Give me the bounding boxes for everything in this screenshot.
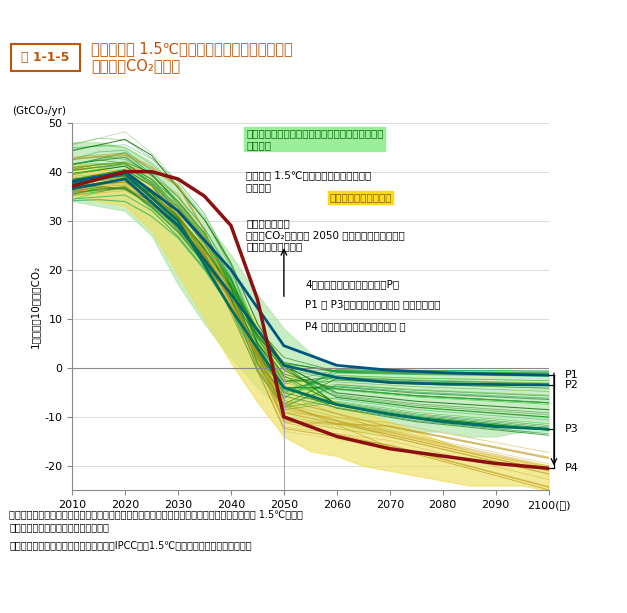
Text: を一時的に超過することを指す。: を一時的に超過することを指す。 bbox=[9, 522, 109, 532]
Text: (GtCO₂/yr): (GtCO₂/yr) bbox=[13, 107, 66, 116]
Text: P1: P1 bbox=[564, 370, 578, 380]
Text: 資料：気候変動に関する政府間パネル（IPCC）「1.5℃特別報告書」より環境省作成: 資料：気候変動に関する政府間パネル（IPCC）「1.5℃特別報告書」より環境省作… bbox=[9, 541, 252, 550]
Text: 4つの例示的排出量の経路（P）: 4つの例示的排出量の経路（P） bbox=[305, 280, 399, 289]
Text: P2: P2 bbox=[564, 380, 578, 390]
Text: を伴って 1.5℃に地球温暖化を抑える経
路、及び: を伴って 1.5℃に地球温暖化を抑える経 路、及び bbox=[246, 170, 371, 192]
Text: P4: P4 bbox=[564, 463, 578, 473]
Text: オーバーシュートしないまたは限られたオーバー
シュート: オーバーシュートしないまたは限られたオーバー シュート bbox=[246, 128, 384, 150]
Text: 人為起源CO₂排出量: 人為起源CO₂排出量 bbox=[91, 58, 180, 73]
Text: 気温上昇を 1.5℃に抑える排出経路における、: 気温上昇を 1.5℃に抑える排出経路における、 bbox=[91, 41, 293, 56]
Text: P3: P3 bbox=[564, 424, 578, 434]
Text: P1 〜 P3：オーバーシュート なし・限定的: P1 〜 P3：オーバーシュート なし・限定的 bbox=[305, 299, 441, 309]
Text: 注：オーバーシュートとはある特定の数値を一時的に超過することで、ここでは地球温暖化が 1.5℃の水準: 注：オーバーシュートとはある特定の数値を一時的に超過することで、ここでは地球温暖… bbox=[9, 509, 303, 519]
Text: 高いオーバーシュート: 高いオーバーシュート bbox=[329, 192, 392, 202]
Text: P4 ：　　　オーバーシュート 大: P4 ： オーバーシュート 大 bbox=[305, 321, 406, 331]
FancyBboxPatch shape bbox=[11, 44, 80, 71]
Text: 図 1-1-5: 図 1-1-5 bbox=[21, 51, 70, 64]
Y-axis label: 1年当たり10億トンCO₂: 1年当たり10億トンCO₂ bbox=[30, 265, 40, 348]
Text: を伴う経路にお
いて、CO₂排出量は 2050 年頃に世界全体で正味
ゼロに削減される。: を伴う経路にお いて、CO₂排出量は 2050 年頃に世界全体で正味 ゼロに削減… bbox=[246, 218, 405, 251]
